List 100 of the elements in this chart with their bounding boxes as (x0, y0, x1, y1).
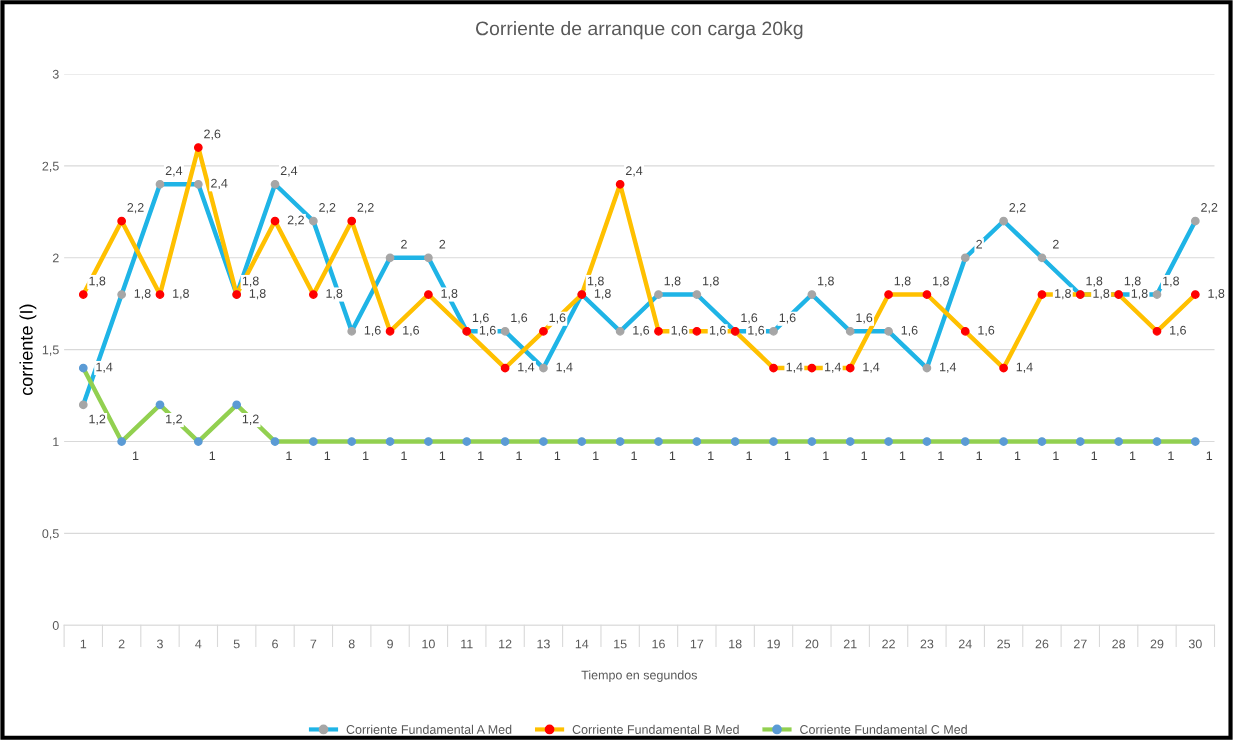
x-tick-label: 22 (882, 639, 895, 649)
data-label: 1,2 (166, 414, 182, 425)
x-tick-label: 13 (537, 639, 550, 649)
data-label: 1 (899, 451, 906, 461)
data-label: 1 (1014, 451, 1021, 461)
x-tick-label: 21 (843, 639, 857, 649)
data-label: 1,4 (556, 362, 573, 373)
data-label: 1 (1053, 451, 1059, 461)
data-label: 1,6 (472, 313, 489, 324)
data-label: 1 (631, 451, 637, 461)
x-tick-label: 28 (1112, 639, 1126, 649)
x-tick-label: 10 (422, 639, 435, 649)
x-tick-label: 11 (461, 639, 473, 649)
data-label: 1,8 (664, 276, 681, 287)
data-label: 2,2 (127, 203, 144, 214)
data-label: 1 (1168, 451, 1174, 461)
data-label: 1 (478, 451, 484, 461)
data-label: 1,8 (1086, 276, 1103, 287)
data-label: 1,6 (741, 313, 758, 324)
data-label: 1,8 (587, 276, 604, 287)
data-label: 1 (976, 451, 983, 461)
data-label: 2,2 (357, 203, 374, 214)
data-label: 1,6 (978, 325, 995, 337)
x-tick-label: 15 (614, 639, 627, 649)
x-tick-label: 26 (1035, 639, 1049, 649)
x-tick-label: 27 (1073, 639, 1087, 649)
data-label: 2,4 (625, 166, 643, 177)
data-label: 1 (516, 451, 522, 461)
data-label: 1,6 (364, 325, 381, 337)
y-tick-label: 2,5 (42, 161, 59, 173)
data-label: 1,8 (702, 276, 719, 287)
data-label: 1,8 (1131, 289, 1148, 300)
x-tick-label: 23 (920, 639, 934, 649)
y-tick-label: 0 (52, 621, 59, 630)
x-tick-label: 17 (690, 639, 704, 649)
data-label: 1 (1206, 451, 1213, 461)
legend-label: Corriente Fundamental A Med (346, 724, 512, 734)
chart-title: Corriente de arranque con carga 20kg (476, 21, 803, 40)
y-tick-label: 2 (52, 253, 59, 263)
data-label: 1 (1130, 451, 1136, 461)
x-tick-label: 1 (80, 639, 87, 649)
data-label: 1 (593, 451, 599, 461)
x-tick-label: 24 (958, 639, 972, 649)
data-label: 1 (784, 451, 791, 461)
data-label: 1 (286, 451, 292, 461)
data-label: 1 (861, 451, 867, 461)
data-label: 1 (823, 451, 829, 461)
data-label: 1,4 (96, 362, 113, 373)
data-label: 1,8 (933, 276, 949, 287)
data-label: 1,6 (748, 325, 765, 337)
data-label: 1,8 (249, 289, 266, 300)
data-label: 1 (324, 451, 331, 461)
x-tick-label: 2 (118, 639, 125, 649)
data-label: 1,6 (633, 325, 650, 337)
data-label: 1,6 (549, 313, 566, 324)
x-tick-label: 7 (310, 639, 317, 649)
x-tick-label: 4 (195, 639, 202, 649)
data-label: 1,4 (1016, 362, 1033, 373)
data-label: 2,2 (1201, 203, 1218, 214)
data-label: 2,2 (319, 203, 336, 214)
x-tick-label: 25 (997, 639, 1011, 649)
y-tick-label: 1 (53, 437, 59, 447)
y-tick-label: 1,5 (42, 345, 59, 356)
data-label: 1,8 (818, 276, 834, 287)
data-label: 1,4 (824, 362, 842, 373)
data-label: 1 (669, 451, 676, 461)
x-tick-label: 5 (233, 639, 240, 649)
data-label: 1,6 (671, 325, 688, 337)
data-label: 1,8 (1208, 289, 1225, 300)
data-label: 2,4 (165, 166, 183, 177)
x-tick-label: 30 (1188, 639, 1202, 649)
data-label: 1,6 (1170, 325, 1186, 337)
data-label: 1,6 (901, 325, 918, 337)
y-axis-title: corriente (I) (19, 304, 37, 396)
data-label: 2 (1052, 239, 1059, 249)
y-tick-label: 3 (52, 69, 59, 79)
data-label: 1,2 (242, 414, 259, 425)
data-label: 1,6 (709, 325, 726, 337)
data-label: 2 (976, 239, 982, 249)
x-tick-label: 12 (499, 639, 512, 649)
x-tick-label: 18 (729, 639, 742, 649)
data-label: 1,6 (779, 313, 796, 324)
data-label: 1 (938, 451, 944, 461)
data-label: 1,8 (134, 289, 151, 300)
data-label: 2,2 (1009, 203, 1026, 214)
data-label: 1,4 (786, 362, 803, 373)
x-tick-label: 16 (652, 639, 665, 649)
data-label: 1 (554, 451, 561, 461)
data-label: 1,8 (1055, 289, 1071, 300)
data-label: 2,4 (280, 166, 298, 177)
x-tick-label: 8 (348, 639, 355, 649)
x-tick-label: 3 (156, 639, 163, 649)
data-label: 1,8 (242, 276, 259, 287)
data-label: 1,6 (511, 313, 528, 324)
x-tick-label: 29 (1150, 639, 1164, 649)
data-label: 1,8 (1163, 276, 1180, 287)
data-label: 1,4 (863, 362, 880, 373)
data-label: 1 (708, 451, 714, 461)
x-axis-title: Tiempo en segundos (581, 670, 697, 682)
data-label: 2,2 (287, 215, 304, 226)
